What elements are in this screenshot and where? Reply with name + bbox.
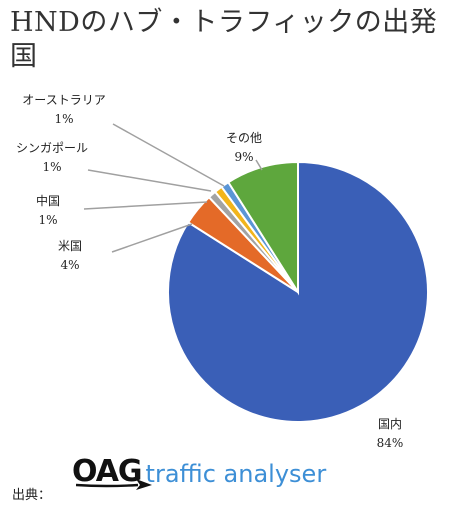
slice-label-usa: 米国: [58, 239, 82, 253]
slice-value-australia: 1%: [54, 112, 73, 126]
plane-icon: [76, 479, 152, 490]
source-label: 出典：: [12, 488, 52, 503]
slice-value-usa: 4%: [60, 258, 79, 272]
slice-label-others: その他: [226, 131, 262, 145]
leader-line-china: [83, 201, 208, 210]
pie-slice-others: [226, 160, 299, 296]
slice-label-singapore: シンガポール: [16, 141, 88, 155]
slice-value-singapore: 1%: [42, 160, 61, 174]
oag-logo-mark: OAG: [72, 454, 152, 490]
leader-line-singapore: [87, 169, 212, 192]
slice-label-australia: オーストラリア: [22, 93, 105, 107]
slice-label-china: 中国: [36, 193, 60, 208]
slice-value-others: 9%: [234, 150, 253, 164]
pie-slice-kokunai: [167, 160, 429, 423]
chart-title: HNDのハブ・トラフィックの出発国: [10, 7, 438, 72]
oag-logo-mark-text: OAG: [72, 454, 143, 489]
leader-line-usa: [111, 223, 193, 253]
leader-line-australia: [112, 123, 225, 187]
slice-label-kokunai: 国内: [378, 417, 402, 431]
leader-line-others: [255, 159, 263, 171]
oag-logo-text: traffic analyser: [145, 460, 327, 488]
slice-value-china: 1%: [38, 213, 57, 227]
slice-value-kokunai: 84%: [377, 436, 404, 450]
oag-logo: OAG traffic analyser: [72, 455, 326, 491]
